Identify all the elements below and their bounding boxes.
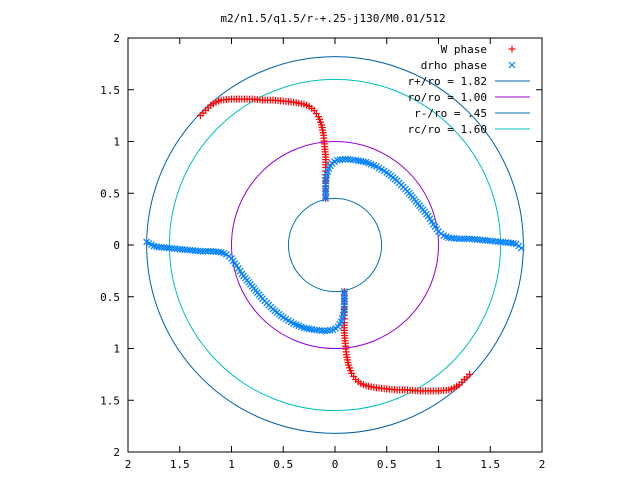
drho-phase-point: [204, 247, 212, 255]
y-tick-label: 1.5: [100, 84, 120, 97]
y-tick-label: 2: [113, 446, 120, 459]
legend: W phase drho phase r+/ro = 1.82 ro/ro = 1.0…: [408, 43, 530, 136]
drho-phase-point: [340, 295, 348, 303]
drho-phase-point: [455, 235, 463, 243]
y-tick-label: 1.5: [100, 394, 120, 407]
drho-phase-point: [340, 288, 348, 295]
x-tick-label: 1: [228, 458, 235, 471]
drho-phase-point: [322, 189, 330, 197]
x-tick-label: 2: [125, 458, 132, 471]
drho-phase-point: [352, 156, 360, 164]
circle-series-4: [287, 197, 383, 293]
y-tick-label: 0: [113, 239, 120, 252]
x-tick-label: 1.5: [170, 458, 190, 471]
ticks-layer: 2 1.5 1 0.5 0 0.5 1 1.5 221.510.500.511.52: [100, 32, 545, 471]
y-tick-label: 0.5: [100, 187, 120, 200]
x-tick-label: 1.5: [480, 458, 500, 471]
drho-phase-point: [322, 195, 330, 202]
points-layer: [143, 95, 525, 395]
drho-phase-point: [155, 243, 163, 251]
drho-phase-point: [143, 238, 151, 246]
drho-phase-point: [340, 290, 348, 298]
legend-label: rc/ro = 1.60: [408, 123, 487, 136]
y-tick-label: 1: [113, 136, 120, 149]
drho-phase-point: [460, 235, 468, 243]
drho-phase-point: [329, 326, 337, 334]
drho-phase-point: [153, 243, 160, 250]
drho-phase-point: [202, 247, 210, 255]
drho-phase-point: [339, 156, 347, 163]
drho-phase-point: [510, 240, 517, 247]
x-tick-label: 0.5: [273, 458, 293, 471]
drho-phase-point: [453, 235, 461, 242]
drho-phase-point: [354, 157, 362, 165]
drho-phase-point: [209, 248, 217, 255]
drho-phase-point: [323, 327, 331, 334]
legend-label: drho phase: [421, 59, 487, 72]
legend-label: ro/ro = 1.00: [408, 91, 487, 104]
legend-label: W phase: [441, 43, 487, 56]
drho-phase-point: [507, 239, 515, 247]
drho-phase-point: [207, 247, 215, 255]
drho-phase-point: [458, 235, 466, 243]
drho-phase-point: [336, 156, 344, 164]
drho-phase-point: [340, 293, 348, 301]
drho-phase-point: [199, 247, 207, 255]
legend-marker-plus: [508, 45, 516, 53]
drho-phase-point: [322, 187, 330, 195]
drho-phase-point: [333, 156, 341, 164]
drho-phase-point: [305, 325, 313, 333]
circle-series-3: [231, 141, 439, 349]
drho-phase-point: [357, 157, 365, 165]
chart-title: m2/n1.5/q1.5/r-+.25-j130/M0.01/512: [220, 12, 445, 25]
y-tick-label: 1: [113, 343, 120, 356]
drho-phase-point: [308, 325, 316, 333]
x-tick-label: 2: [539, 458, 546, 471]
x-tick-label: 1: [435, 458, 442, 471]
drho-phase-point: [463, 235, 471, 243]
drho-phase-point: [303, 324, 310, 332]
legend-marker-cross: [508, 61, 516, 69]
x-tick-label: 0: [332, 458, 339, 471]
drho-phase-point: [326, 326, 334, 334]
y-tick-label: 2: [113, 32, 120, 45]
drho-phase-point: [322, 192, 330, 200]
drho-phase-point: [517, 244, 525, 252]
x-tick-label: 0.5: [377, 458, 397, 471]
legend-label: r+/ro = 1.82: [408, 75, 487, 88]
legend-label: r-/ro = .45: [414, 107, 487, 120]
y-tick-label: 0.5: [100, 291, 120, 304]
drho-phase-point: [310, 326, 318, 334]
drho-phase-point: [360, 158, 367, 166]
